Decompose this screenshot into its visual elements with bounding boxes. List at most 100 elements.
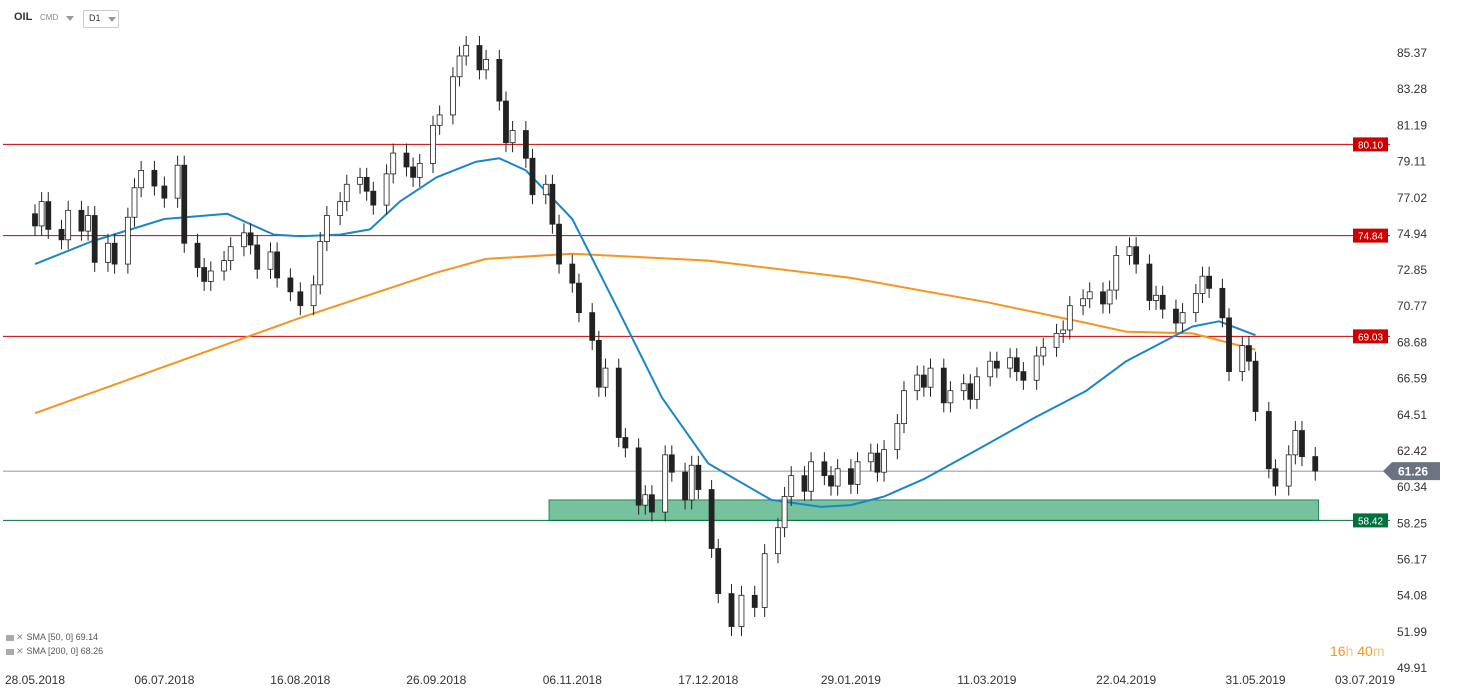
candle-body xyxy=(456,55,463,78)
candle-body xyxy=(808,461,815,492)
candle xyxy=(201,258,208,291)
candle xyxy=(138,160,145,198)
candle xyxy=(1206,266,1213,298)
candle-body xyxy=(901,390,907,425)
candle xyxy=(974,367,980,409)
candle-body xyxy=(174,164,181,199)
candle-body xyxy=(1053,333,1060,348)
candle-body xyxy=(927,367,934,388)
candle-body xyxy=(430,124,436,164)
level-tag-label: 69.03 xyxy=(1358,332,1383,343)
candle xyxy=(247,223,254,255)
candle-body xyxy=(622,437,629,449)
candle-body xyxy=(124,216,131,265)
close-icon[interactable]: ✕ xyxy=(16,632,24,642)
candle-body xyxy=(337,201,344,216)
candle xyxy=(649,485,655,522)
candle xyxy=(668,445,675,482)
candle-body xyxy=(1239,345,1246,372)
candle xyxy=(1226,308,1232,382)
candle-body xyxy=(201,267,208,282)
candle-body xyxy=(105,242,111,263)
current-price-tag-bg xyxy=(1383,462,1440,481)
y-tick-label: 54.08 xyxy=(1397,589,1427,603)
current-price-tag: 61.26 xyxy=(1383,462,1440,481)
x-axis: 28.05.2018 06.07.2018 16.08.2018 26.09.2018… xyxy=(5,673,1395,687)
sma50-legend[interactable]: ✕ SMA [50, 0] 69.14 xyxy=(6,632,98,643)
sma50-legend-label: SMA [50, 0] 69.14 xyxy=(26,632,99,642)
candle-body xyxy=(940,367,947,404)
countdown-hours: 16 xyxy=(1330,643,1346,659)
candle-body xyxy=(483,59,489,71)
candle xyxy=(194,233,201,278)
candle-body xyxy=(323,215,330,242)
candle-body xyxy=(589,312,596,341)
candle xyxy=(682,462,688,510)
candle xyxy=(38,192,45,236)
candle xyxy=(708,479,715,559)
candle xyxy=(124,207,131,274)
candle xyxy=(1285,445,1292,496)
candle-body xyxy=(635,447,642,506)
candle-body xyxy=(1060,329,1067,334)
sma200-legend[interactable]: ✕ SMA [200, 0] 68.26 xyxy=(6,646,103,657)
candlestick-series xyxy=(32,36,1319,637)
candle xyxy=(310,275,317,316)
candle-body xyxy=(1080,298,1086,307)
x-tick-label: 22.04.2019 xyxy=(1096,673,1156,687)
y-tick-label: 62.42 xyxy=(1397,444,1427,458)
candle xyxy=(370,181,377,215)
candle xyxy=(463,36,470,66)
indicator-settings-icon[interactable] xyxy=(6,648,14,655)
candle xyxy=(615,358,622,448)
candle xyxy=(901,381,907,434)
candle-body xyxy=(967,383,974,400)
candle-body xyxy=(343,183,350,203)
candle xyxy=(181,155,188,253)
y-tick-label: 49.91 xyxy=(1397,661,1427,675)
close-icon[interactable]: ✕ xyxy=(16,646,24,656)
candle-body xyxy=(1206,275,1213,289)
candle xyxy=(161,176,168,208)
current-price-tag-label: 61.26 xyxy=(1398,465,1428,479)
candle xyxy=(227,237,234,271)
candle xyxy=(91,205,98,272)
x-tick-label: 11.03.2019 xyxy=(957,673,1016,687)
candle-body xyxy=(1106,289,1113,305)
candle xyxy=(828,466,834,496)
candle-body xyxy=(715,548,722,594)
candle xyxy=(695,455,702,500)
candle xyxy=(775,518,781,564)
instrument-type: CMD xyxy=(40,13,59,22)
candle-body xyxy=(1066,305,1073,331)
candle-body xyxy=(914,374,921,392)
y-tick-label: 58.25 xyxy=(1397,516,1427,530)
candle xyxy=(1312,447,1319,481)
candle-body xyxy=(357,176,363,185)
candle xyxy=(436,105,443,135)
candle-body xyxy=(1020,371,1027,381)
candle xyxy=(509,120,516,153)
candle xyxy=(78,200,85,241)
candle xyxy=(85,205,91,241)
candle xyxy=(967,374,974,409)
candle xyxy=(58,219,65,250)
support-level-tag: 58.42 xyxy=(1353,513,1388,528)
x-tick-label: 06.07.2018 xyxy=(134,673,194,687)
candle xyxy=(801,466,808,501)
candle-body xyxy=(695,464,702,490)
candle-body xyxy=(688,464,695,501)
chevron-down-icon[interactable] xyxy=(66,16,74,21)
candle-body xyxy=(708,489,715,549)
candle-body xyxy=(960,383,967,392)
candle-body xyxy=(1033,355,1040,381)
candle-body xyxy=(1126,246,1133,256)
candle-body xyxy=(874,452,881,473)
instrument-symbol[interactable]: OIL xyxy=(14,11,33,23)
indicator-settings-icon[interactable] xyxy=(6,634,14,641)
candle-body xyxy=(1153,294,1159,301)
timeframe-select[interactable]: D1 xyxy=(83,10,119,28)
y-axis: 85.37 83.28 81.19 79.11 77.02 74.94 72.85 70.77… xyxy=(1397,46,1427,675)
x-tick-label: 03.07.2019 xyxy=(1335,673,1395,687)
